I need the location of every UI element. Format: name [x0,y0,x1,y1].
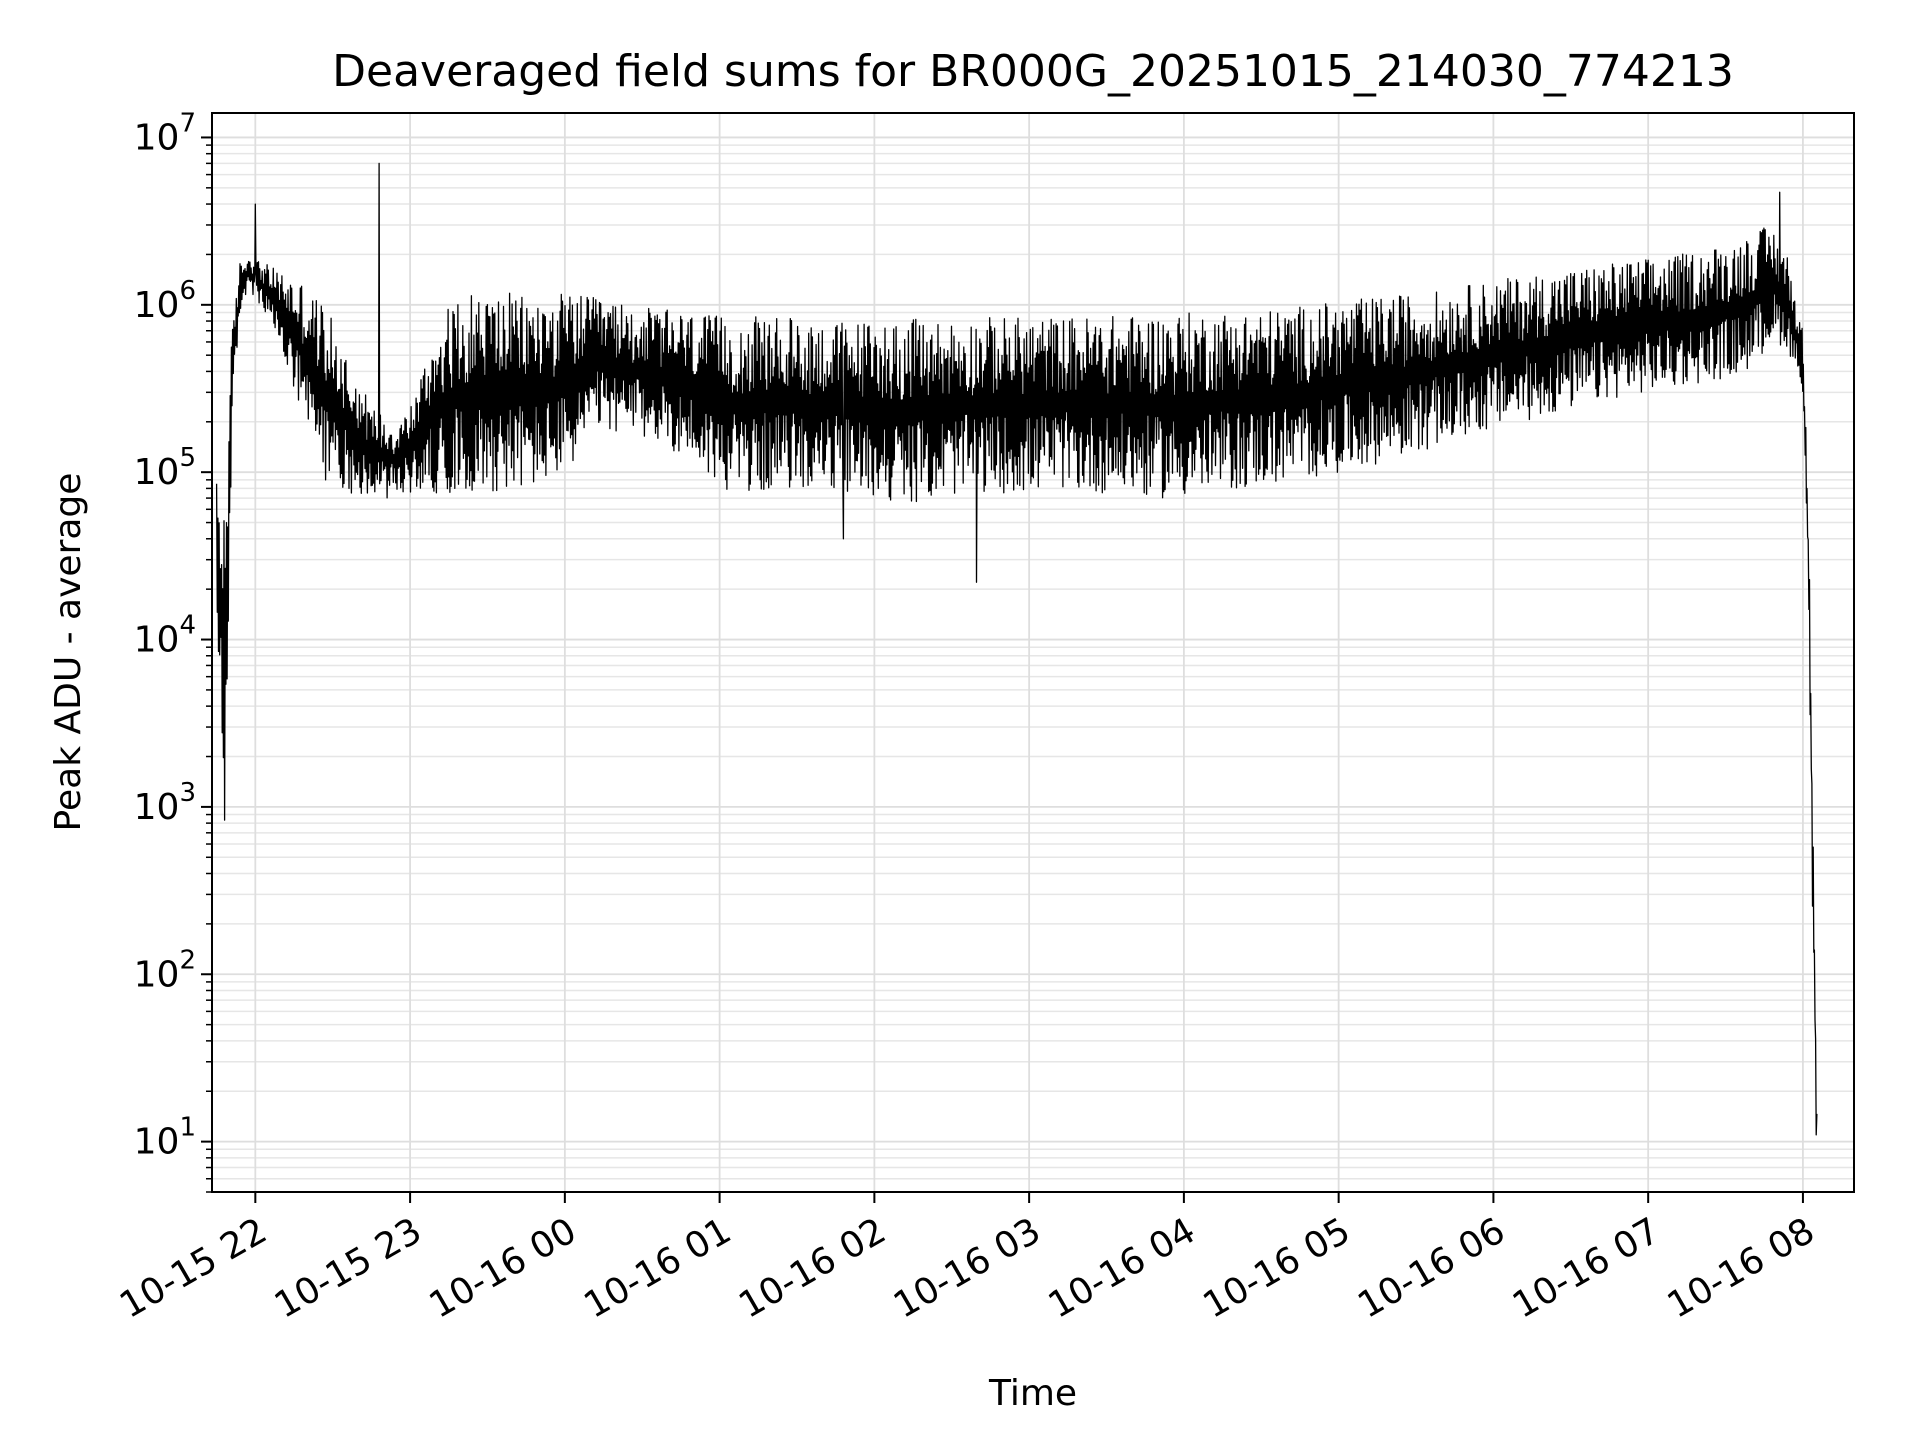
y-tick-label: 102 [134,945,196,995]
y-tick-label: 103 [134,778,196,828]
y-tick-label: 104 [134,611,196,661]
y-tick-label: 107 [134,108,196,158]
y-axis-label: Peak ADU - average [48,473,89,832]
chart-title: Deaveraged field sums for BR000G_2025101… [332,46,1734,97]
data-layer [215,162,1818,1136]
series-line [215,162,1818,1136]
y-tick-label: 101 [134,1113,196,1163]
y-tick-label: 105 [134,443,196,493]
y-tick-label: 106 [134,276,196,326]
x-axis-label: Time [988,1373,1077,1414]
plot-frame [211,112,1855,1193]
